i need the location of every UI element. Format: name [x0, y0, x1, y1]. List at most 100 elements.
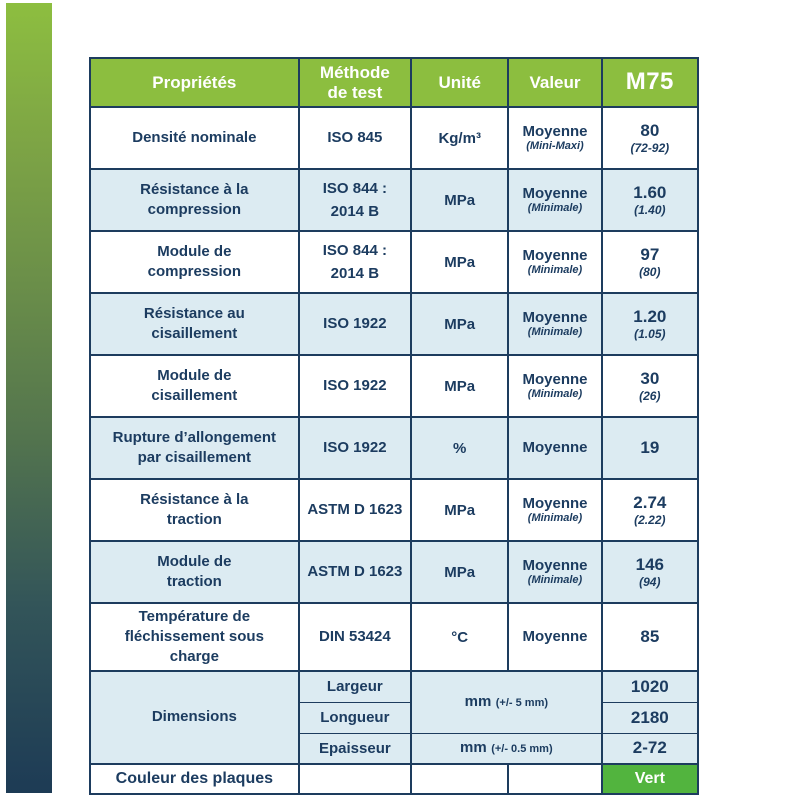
method-cell: ASTM D 1623: [297, 478, 413, 542]
method-cell: ISO 1922: [297, 354, 413, 418]
couleur-empty-cell: [507, 763, 603, 795]
stat-note: (Minimale): [527, 388, 583, 401]
table-row: Résistance à la traction ASTM D 1623 MPa…: [89, 478, 700, 542]
value-cell: 146 (94): [600, 540, 700, 604]
value-main: 85: [640, 627, 660, 647]
dimension-unit-main: mm: [460, 739, 487, 757]
stat-note: (Mini-Maxi): [526, 140, 584, 153]
property-cell: Module de traction: [89, 540, 300, 604]
unit-cell: MPa: [410, 168, 510, 232]
stat-cell: Moyenne (Minimale): [507, 168, 603, 232]
couleur-value-cell: Vert: [600, 763, 700, 795]
method-cell: ASTM D 1623: [297, 540, 413, 604]
dimension-value-cell: 2-72: [600, 732, 700, 765]
table-row: Module de traction ASTM D 1623 MPa Moyen…: [89, 540, 700, 604]
method-cell: ISO 844 : 2014 B: [297, 168, 413, 232]
dimension-sub-label: Epaisseur: [297, 732, 413, 765]
stat-cell: Moyenne (Minimale): [507, 292, 603, 356]
stat-note: (Minimale): [527, 326, 583, 339]
property-cell: Résistance à la traction: [89, 478, 300, 542]
value-note: (72-92): [630, 140, 670, 155]
property-cell: Résistance à la compression: [89, 168, 300, 232]
couleur-row: Couleur des plaques Vert: [89, 763, 700, 795]
value-note: (1.05): [634, 326, 666, 341]
value-main: 19: [640, 438, 660, 458]
col-header-unite: Unité: [410, 57, 510, 108]
brand-gradient-bar: [6, 3, 52, 793]
value-cell: 19: [600, 416, 700, 480]
value-main: 2.74: [633, 493, 667, 513]
stat-note: (Minimale): [527, 574, 583, 587]
unit-cell: MPa: [410, 354, 510, 418]
value-note: (2.22): [634, 512, 666, 527]
property-cell: Rupture d’allongement par cisaillement: [89, 416, 300, 480]
table-row: Module de cisaillement ISO 1922 MPa Moye…: [89, 354, 700, 418]
method-cell: ISO 844 : 2014 B: [297, 230, 413, 294]
value-main: 1.20: [633, 307, 667, 327]
stat-note: (Minimale): [527, 512, 583, 525]
dimension-sub-label: Largeur: [297, 670, 413, 703]
property-cell: Densité nominale: [89, 106, 300, 170]
table-row: Température de fléchissement sous charge…: [89, 602, 700, 672]
dimension-sub-label: Longueur: [297, 701, 413, 734]
unit-cell: MPa: [410, 540, 510, 604]
value-cell: 80 (72-92): [600, 106, 700, 170]
stat-main: Moyenne: [522, 246, 588, 264]
dimension-value: 2-72: [632, 738, 667, 758]
property-cell: Température de fléchissement sous charge: [89, 602, 300, 672]
unit-cell: %: [410, 416, 510, 480]
dimension-unit-note: (+/- 5 mm): [495, 697, 549, 710]
value-main: 1.60: [633, 183, 667, 203]
specifications-table: Propriétés Méthode de test Unité Valeur …: [89, 57, 700, 795]
unit-cell: MPa: [410, 292, 510, 356]
stat-main: Moyenne: [522, 184, 588, 202]
stat-main: Moyenne: [522, 308, 588, 326]
method-cell: ISO 845: [297, 106, 413, 170]
value-note: (26): [639, 388, 661, 403]
col-header-proprietes: Propriétés: [89, 57, 300, 108]
col-header-valeur: Valeur: [507, 57, 603, 108]
dimensions-row-largeur: Dimensions Largeur mm (+/- 5 mm) 1020: [89, 670, 700, 765]
stat-cell: Moyenne: [507, 416, 603, 480]
stat-cell: Moyenne (Minimale): [507, 540, 603, 604]
couleur-empty-cell: [410, 763, 510, 795]
value-note: (80): [639, 264, 661, 279]
couleur-empty-cell: [297, 763, 413, 795]
dimensions-row-epaisseur: Epaisseur mm (+/- 0.5 mm) 2-72: [90, 732, 700, 765]
property-cell: Module de cisaillement: [89, 354, 300, 418]
table-row: Résistance à la compression ISO 844 : 20…: [89, 168, 700, 232]
stat-main: Moyenne: [522, 556, 588, 574]
dimension-value: 1020: [630, 676, 669, 696]
value-cell: 30 (26): [600, 354, 700, 418]
dimensions-label-cell: Dimensions: [89, 670, 300, 765]
value-note: (94): [639, 574, 661, 589]
dimension-unit-main: mm: [464, 693, 492, 711]
unit-cell: MPa: [410, 478, 510, 542]
stat-note: (Minimale): [527, 264, 583, 277]
stat-cell: Moyenne: [507, 602, 603, 672]
method-cell: ISO 1922: [297, 292, 413, 356]
unit-cell: °C: [410, 602, 510, 672]
value-note: (1.40): [634, 202, 666, 217]
method-cell: DIN 53424: [297, 602, 413, 672]
unit-cell: Kg/m³: [410, 106, 510, 170]
value-main: 97: [640, 245, 660, 265]
stat-cell: Moyenne (Minimale): [507, 478, 603, 542]
value-cell: 1.60 (1.40): [600, 168, 700, 232]
value-cell: 97 (80): [600, 230, 700, 294]
stat-note: (Minimale): [527, 202, 583, 215]
stat-main: Moyenne: [522, 494, 588, 512]
col-header-m75: M75: [600, 57, 700, 108]
property-cell: Module de compression: [89, 230, 300, 294]
value-main: 80: [640, 121, 660, 141]
col-header-methode: Méthode de test: [297, 57, 413, 108]
unit-cell: MPa: [410, 230, 510, 294]
dimensions-row-longueur: Longueur 2180: [90, 701, 700, 734]
dimension-value-cell: 1020: [600, 670, 700, 703]
value-cell: 85: [600, 602, 700, 672]
table-row: Densité nominale ISO 845 Kg/m³ Moyenne (…: [89, 106, 700, 170]
dimension-unit-cell: mm (+/- 5 mm): [410, 670, 603, 734]
couleur-label-cell: Couleur des plaques: [89, 763, 300, 795]
value-main: 146: [635, 555, 664, 575]
